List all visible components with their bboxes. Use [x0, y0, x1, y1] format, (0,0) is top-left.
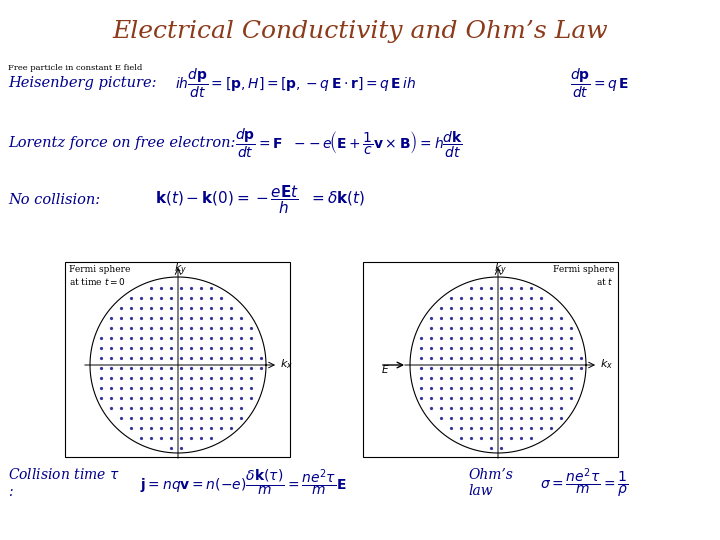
Bar	[65, 262, 290, 457]
Text: Lorentz force on free electron:: Lorentz force on free electron:	[8, 136, 235, 150]
Text: $\sigma=\dfrac{ne^2\tau}{m}=\dfrac{1}{\rho}$: $\sigma=\dfrac{ne^2\tau}{m}=\dfrac{1}{\r…	[540, 466, 629, 500]
Text: Ohm’s
law: Ohm’s law	[468, 468, 513, 498]
Text: $k_y$: $k_y$	[174, 262, 187, 279]
Bar	[363, 262, 618, 457]
Text: $k_x$: $k_x$	[600, 357, 613, 371]
Text: $ih\dfrac{d\mathbf{p}}{dt}=\left[\mathbf{p},H\right]=\left[\mathbf{p},-q\,\mathb: $ih\dfrac{d\mathbf{p}}{dt}=\left[\mathbf…	[175, 66, 416, 100]
Text: Electrical Conductivity and Ohm’s Law: Electrical Conductivity and Ohm’s Law	[112, 20, 608, 43]
Text: $\dfrac{d\mathbf{p}}{dt}=q\,\mathbf{E}$: $\dfrac{d\mathbf{p}}{dt}=q\,\mathbf{E}$	[570, 66, 629, 100]
Text: $\dfrac{d\mathbf{p}}{dt}=\mathbf{F}\ \ -\!-e\!\left(\mathbf{E}+\dfrac{1}{c}\math: $\dfrac{d\mathbf{p}}{dt}=\mathbf{F}\ \ -…	[235, 126, 463, 160]
Text: Fermi sphere
at time $t=0$: Fermi sphere at time $t=0$	[69, 265, 130, 287]
Text: $E$: $E$	[381, 363, 390, 375]
Text: $\mathbf{j}=nq\mathbf{v}=n(-e)\dfrac{\delta\mathbf{k}(\tau)}{m}=\dfrac{ne^2\tau}: $\mathbf{j}=nq\mathbf{v}=n(-e)\dfrac{\de…	[140, 468, 346, 498]
Text: No collision:: No collision:	[8, 193, 100, 207]
Text: $k_x$: $k_x$	[280, 357, 293, 371]
Text: $\mathbf{k}(t)-\mathbf{k}(0)=-\dfrac{e\mathbf{E}t}{h}\ \ =\delta\mathbf{k}(t)$: $\mathbf{k}(t)-\mathbf{k}(0)=-\dfrac{e\m…	[155, 184, 365, 217]
Text: Fermi sphere
at $t$: Fermi sphere at $t$	[553, 265, 614, 287]
Text: Collision time $\tau$
:: Collision time $\tau$ :	[8, 468, 120, 498]
Text: Heisenberg picture:: Heisenberg picture:	[8, 76, 156, 90]
Text: Free particle in constant E field: Free particle in constant E field	[8, 64, 143, 72]
Text: $k_y$: $k_y$	[495, 262, 508, 279]
